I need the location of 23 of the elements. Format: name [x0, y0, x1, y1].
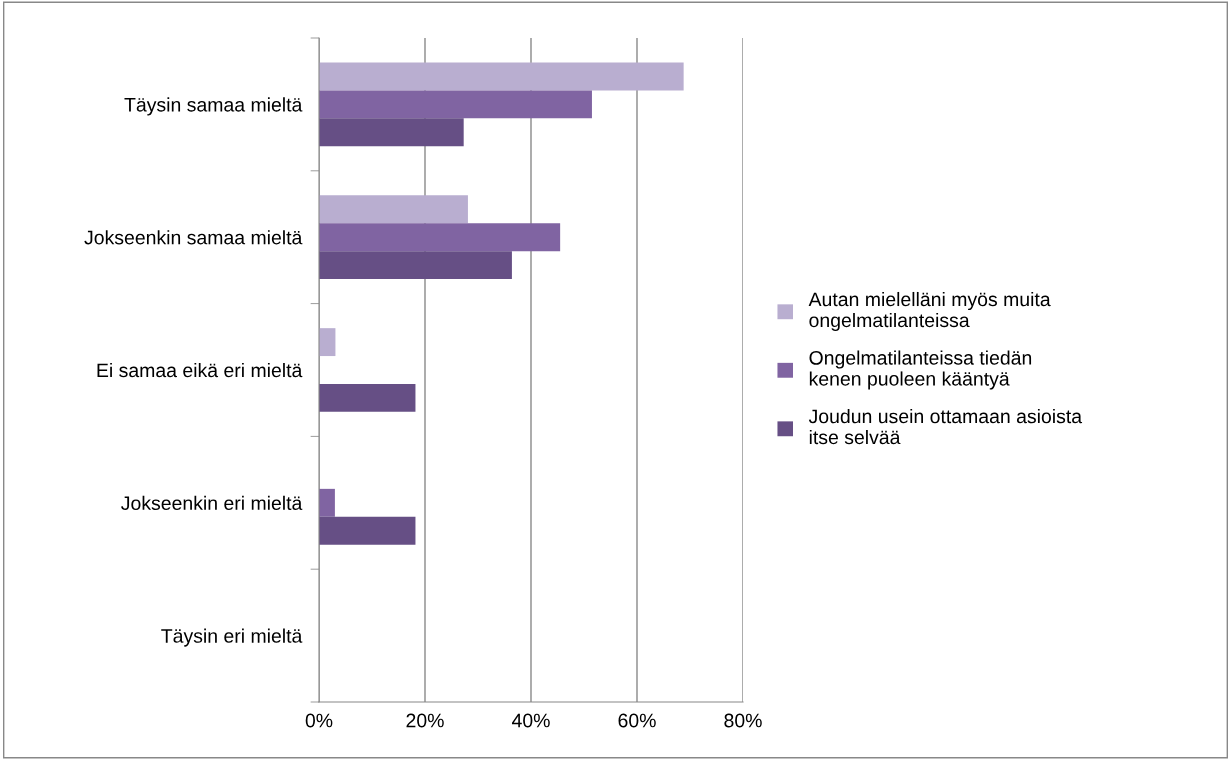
- y-tick-label: Ei samaa eikä eri mieltä: [97, 362, 303, 378]
- legend-label: Joudun usein ottamaan asioista itse selvää: [808, 408, 1083, 445]
- bar: [319, 118, 464, 147]
- x-tick-label: 40%: [511, 713, 550, 728]
- bar: [319, 223, 561, 252]
- bar: [319, 488, 335, 517]
- bar: [319, 195, 468, 224]
- x-tick-label: 80%: [724, 713, 762, 728]
- y-tick-label: Jokseenkin samaa mieltä: [84, 230, 303, 245]
- x-tick-label: 0%: [305, 713, 333, 728]
- y-tick-label: Jokseenkin eri mieltä: [121, 495, 303, 511]
- y-tick-label: Täysin samaa mieltä: [124, 97, 303, 116]
- bar: [319, 383, 416, 412]
- y-tick-label: Täysin eri mieltä: [161, 628, 303, 647]
- bar: [319, 62, 684, 91]
- bar: [319, 516, 416, 545]
- bar: [319, 328, 336, 357]
- bar: [319, 251, 512, 280]
- x-tick-label: 60%: [618, 713, 656, 728]
- x-tick-label: 20%: [406, 713, 444, 728]
- legend-label: Ongelmatilanteissa tiedän kenen puoleen kääntyä: [809, 350, 1032, 390]
- bar: [319, 90, 592, 119]
- legend-label: Autan mielelläni myös muita ongelmatilanteissa: [808, 291, 1051, 332]
